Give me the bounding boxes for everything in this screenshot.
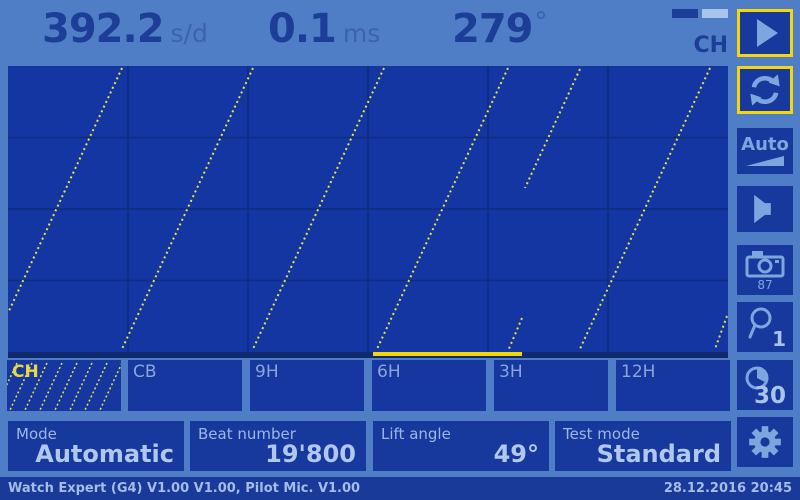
beat-error-value: 0.1 — [268, 6, 337, 52]
channel-label: CH — [693, 33, 728, 58]
rate-value: 392.2 — [42, 6, 165, 52]
settings-button[interactable] — [737, 417, 793, 467]
signal-indicator-light — [702, 9, 728, 18]
gear-icon — [749, 426, 781, 458]
auto-gain-button[interactable]: Auto — [737, 128, 793, 174]
auto-gain-label: Auto — [741, 134, 789, 155]
tab-position-9h[interactable]: 9H — [250, 360, 364, 411]
beat-number-label: Beat number — [198, 425, 296, 443]
tab-label: 6H — [377, 362, 401, 382]
beat-error-readout: 0.1 ms — [268, 6, 380, 52]
measure-time-value: 30 — [753, 383, 786, 409]
measure-time-button[interactable]: 30 — [737, 360, 793, 410]
timer-icon — [745, 366, 769, 390]
tab-position-3h[interactable]: 3H — [494, 360, 608, 411]
snapshot-button[interactable]: 87 — [737, 245, 793, 295]
amplitude-value: 279 — [452, 6, 533, 52]
firmware-version-text: Watch Expert (G4) V1.00 V1.00, Pilot Mic… — [8, 481, 361, 496]
mode-setting[interactable]: Mode Automatic — [8, 421, 184, 471]
tab-position-12h[interactable]: 12H — [616, 360, 730, 411]
refresh-icon — [750, 74, 780, 106]
tab-label: 3H — [499, 362, 523, 382]
speaker-icon — [754, 194, 771, 224]
amplitude-unit: ° — [534, 7, 548, 37]
beat-number-setting[interactable]: Beat number 19'800 — [190, 421, 366, 471]
beat-number-value: 19'800 — [265, 440, 356, 468]
test-mode-label: Test mode — [563, 425, 640, 443]
tab-label: 12H — [621, 362, 656, 382]
beat-error-unit: ms — [342, 19, 381, 48]
rate-readout: 392.2 s/d — [42, 6, 208, 52]
snapshot-count: 87 — [757, 277, 773, 292]
signal-indicator-dark — [672, 9, 698, 18]
amplitude-readout: 279 ° — [452, 6, 548, 52]
play-button[interactable] — [737, 9, 793, 57]
restart-measurement-button[interactable] — [737, 66, 793, 114]
datetime-text: 28.12.2016 20:45 — [663, 481, 792, 496]
lift-angle-setting[interactable]: Lift angle 49° — [373, 421, 549, 471]
mode-value: Automatic — [35, 440, 174, 468]
tab-label: CH — [12, 362, 39, 382]
tab-position-cb[interactable]: CB — [128, 360, 242, 411]
lift-angle-value: 49° — [493, 440, 539, 468]
camera-icon — [745, 250, 785, 277]
trace-plot — [8, 66, 728, 358]
tab-label: 9H — [255, 362, 279, 382]
tab-position-6h[interactable]: 6H — [372, 360, 486, 411]
tab-position-ch[interactable]: CH — [7, 360, 121, 411]
speaker-button[interactable] — [737, 186, 793, 232]
rate-unit: s/d — [170, 19, 208, 48]
gain-ramp-icon — [746, 156, 784, 166]
play-icon — [757, 19, 778, 47]
magnifier-icon — [748, 307, 772, 339]
zoom-level: 1 — [772, 327, 786, 351]
mode-label: Mode — [16, 425, 57, 443]
zoom-button[interactable]: 1 — [737, 302, 793, 352]
test-mode-setting[interactable]: Test mode Standard — [555, 421, 731, 471]
tab-label: CB — [133, 362, 157, 382]
lift-angle-label: Lift angle — [381, 425, 451, 443]
test-mode-value: Standard — [596, 440, 721, 468]
status-bar: Watch Expert (G4) V1.00 V1.00, Pilot Mic… — [0, 477, 800, 500]
